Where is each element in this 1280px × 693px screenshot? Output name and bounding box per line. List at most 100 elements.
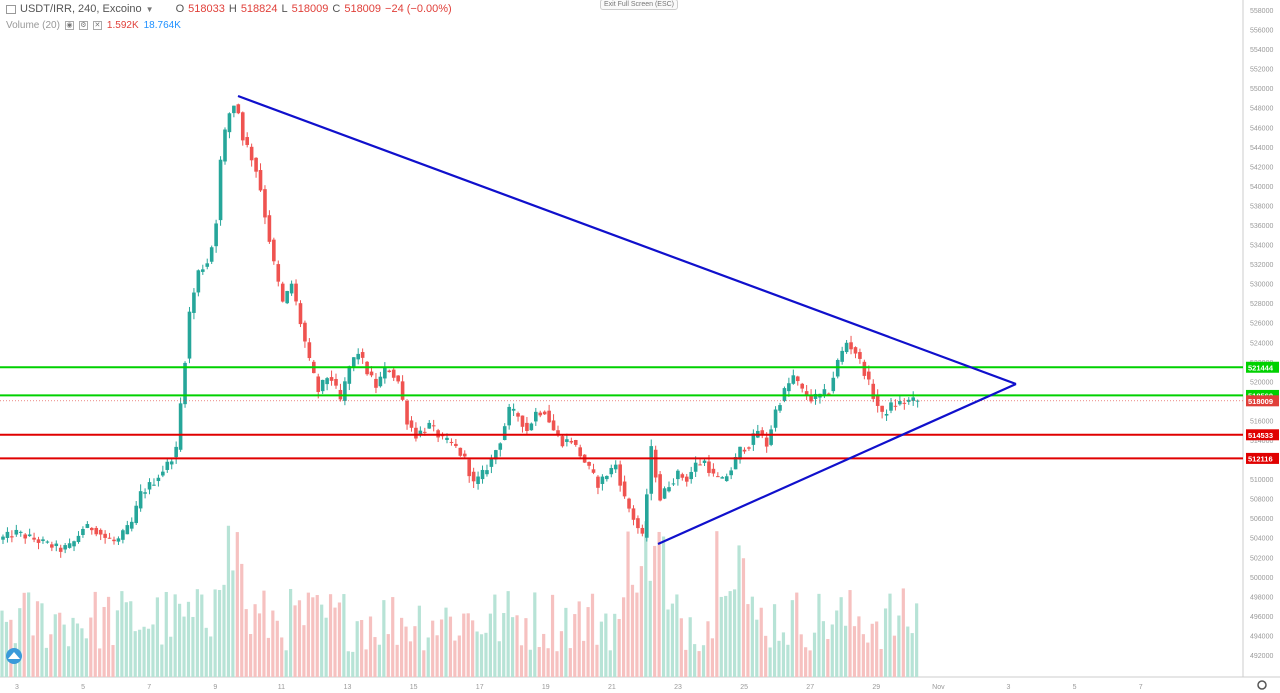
volume-bar	[844, 625, 848, 677]
volume-bar	[266, 637, 270, 677]
volume-bar	[857, 616, 861, 677]
volume-bar	[160, 644, 164, 677]
candle-body	[680, 474, 685, 478]
level-price-badge[interactable]	[1246, 452, 1279, 464]
volume-bar	[804, 647, 808, 677]
candle-body	[889, 402, 893, 411]
chart-icon[interactable]	[6, 4, 16, 14]
level-price-badge[interactable]	[1246, 429, 1279, 441]
candle-body	[63, 545, 67, 550]
volume-bar	[431, 620, 435, 677]
low-value: 518009	[291, 3, 329, 15]
exit-fullscreen-button[interactable]: Exit Full Screen (ESC)	[600, 0, 679, 10]
volume-bar	[906, 626, 910, 677]
candle-body	[161, 471, 165, 476]
candle-body	[769, 429, 773, 445]
time-tick-label: 23	[674, 684, 682, 691]
price-tick-label: 502000	[1250, 555, 1273, 562]
level-price-label: 514533	[1248, 431, 1273, 440]
volume-bar	[573, 614, 577, 677]
time-tick-label: 3	[1007, 684, 1011, 691]
volume-bar	[27, 592, 31, 677]
candle-body	[738, 446, 742, 460]
candle-body	[147, 482, 152, 490]
candle-body	[454, 443, 458, 447]
volume-bar	[826, 639, 830, 677]
price-tick-label: 500000	[1250, 575, 1273, 582]
volume-bar	[870, 623, 874, 677]
candle-body	[689, 471, 693, 480]
volume-bar	[661, 536, 666, 677]
candle-body	[547, 410, 551, 423]
candle-body	[609, 468, 614, 475]
candle-body	[480, 469, 485, 480]
time-tick-label: 7	[1139, 684, 1143, 691]
volume-bar	[835, 610, 839, 677]
gear-icon[interactable]: ⚙	[78, 21, 88, 30]
candle-body	[840, 350, 844, 362]
close-label: C	[332, 3, 341, 15]
candle-body	[915, 400, 920, 402]
candle-body	[107, 537, 112, 539]
volume-label[interactable]: Volume (20)	[6, 20, 60, 31]
volume-bar	[559, 631, 564, 677]
level-price-badge[interactable]	[1246, 361, 1279, 373]
volume-bar	[524, 618, 528, 677]
volume-bar	[653, 545, 657, 677]
candle-body	[72, 541, 76, 547]
gear-icon[interactable]	[1257, 680, 1267, 690]
close-icon[interactable]: ✕	[92, 21, 102, 30]
price-tick-label: 530000	[1250, 282, 1273, 289]
volume-bar	[715, 531, 719, 677]
eye-icon[interactable]: ◉	[64, 21, 74, 30]
volume-bar	[377, 644, 381, 677]
volume-bar	[777, 640, 781, 677]
high-value: 518824	[240, 3, 278, 15]
volume-bar	[533, 592, 537, 677]
candle-body	[258, 170, 263, 191]
volume-bar	[155, 597, 159, 677]
time-tick-label: 21	[608, 684, 616, 691]
volume-bar	[808, 650, 812, 677]
volume-bar	[306, 592, 310, 677]
price-tick-label: 526000	[1250, 321, 1273, 328]
candle-body	[795, 376, 800, 382]
candle-body	[658, 474, 662, 501]
volume-bar	[262, 590, 266, 677]
volume-bar	[457, 635, 461, 677]
volume-bar	[590, 593, 595, 677]
volume-bar	[812, 632, 817, 677]
candle-body	[831, 377, 836, 392]
candle-body	[316, 376, 321, 392]
candle-body	[640, 527, 645, 534]
candle-body	[209, 247, 214, 262]
candle-body	[280, 283, 285, 302]
volume-bar	[781, 632, 786, 677]
candle-body	[320, 379, 325, 392]
candle-body	[23, 534, 27, 539]
candle-body	[76, 535, 81, 543]
volume-bar	[133, 631, 137, 677]
trendline-upper[interactable]	[237, 94, 1017, 386]
high-label: H	[228, 3, 237, 15]
volume-bar	[550, 594, 555, 677]
trendline-lower[interactable]	[657, 382, 1017, 546]
volume-bar	[164, 591, 168, 677]
candle-body	[534, 411, 538, 422]
volume-bar	[293, 605, 297, 677]
chevron-down-icon[interactable]: ▼	[145, 4, 154, 14]
price-axis[interactable]	[1243, 0, 1280, 693]
candle-body	[285, 291, 289, 304]
time-tick-label: 13	[344, 684, 352, 691]
price-tick-label: 508000	[1250, 497, 1273, 504]
candle-body	[556, 430, 560, 435]
volume-bar	[120, 591, 124, 677]
candle-body	[618, 464, 622, 486]
volume-bar	[426, 637, 430, 677]
volume-bar	[275, 620, 279, 677]
candle-body	[414, 427, 418, 439]
symbol-title[interactable]: USDT/IRR, 240, Excoino	[20, 3, 142, 15]
candle-body	[356, 353, 360, 360]
